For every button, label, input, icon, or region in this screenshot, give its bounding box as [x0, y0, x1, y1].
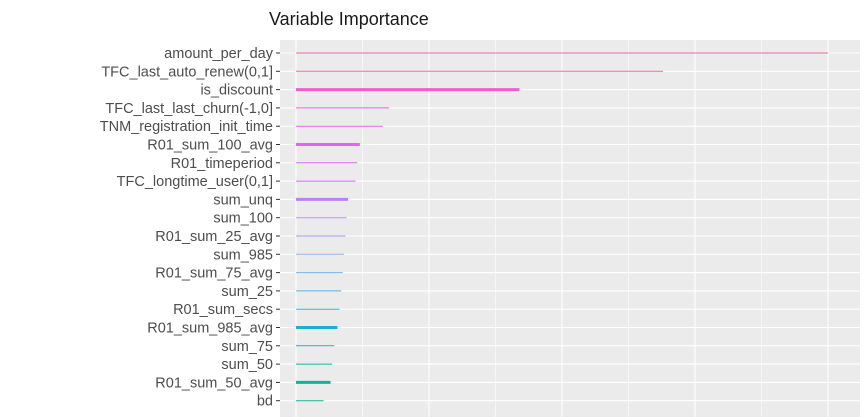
- y-tick-label: sum_100: [213, 211, 273, 227]
- y-tick-label: sum_75: [221, 339, 273, 355]
- y-tick-label: is_discount: [200, 83, 273, 99]
- y-tick-label: R01_sum_secs: [173, 302, 273, 318]
- y-tick-label: R01_sum_985_avg: [147, 321, 273, 337]
- y-tick-label: R01_sum_100_avg: [147, 138, 273, 154]
- plot-panel: [280, 40, 860, 417]
- y-tick-label: sum_985: [213, 247, 273, 263]
- y-tick-layer: [276, 52, 280, 402]
- y-tick-label: TFC_last_last_churn(-1,0]: [105, 101, 273, 117]
- y-tick-label: R01_sum_75_avg: [155, 266, 273, 282]
- y-tick-label: TNM_registration_init_time: [100, 119, 273, 135]
- bar-layer: [296, 52, 828, 402]
- y-tick-label: sum_50: [221, 357, 273, 373]
- y-tick-label: TFC_longtime_user(0,1]: [117, 174, 273, 190]
- y-tick-label: TFC_last_auto_renew(0,1]: [101, 64, 273, 80]
- y-tick-label: R01_sum_50_avg: [155, 375, 273, 391]
- y-tick-label: R01_timeperiod: [171, 156, 273, 172]
- y-tick-label: R01_sum_25_avg: [155, 229, 273, 245]
- chart-title: Variable Importance: [269, 9, 429, 29]
- y-tick-label: sum_unq: [213, 192, 273, 208]
- y-tick-label: sum_25: [221, 284, 273, 300]
- y-tick-label: bd: [257, 394, 273, 410]
- y-tick-label: amount_per_day: [164, 46, 274, 62]
- y-label-layer: amount_per_day TFC_last_auto_renew(0,1]is…: [100, 46, 274, 410]
